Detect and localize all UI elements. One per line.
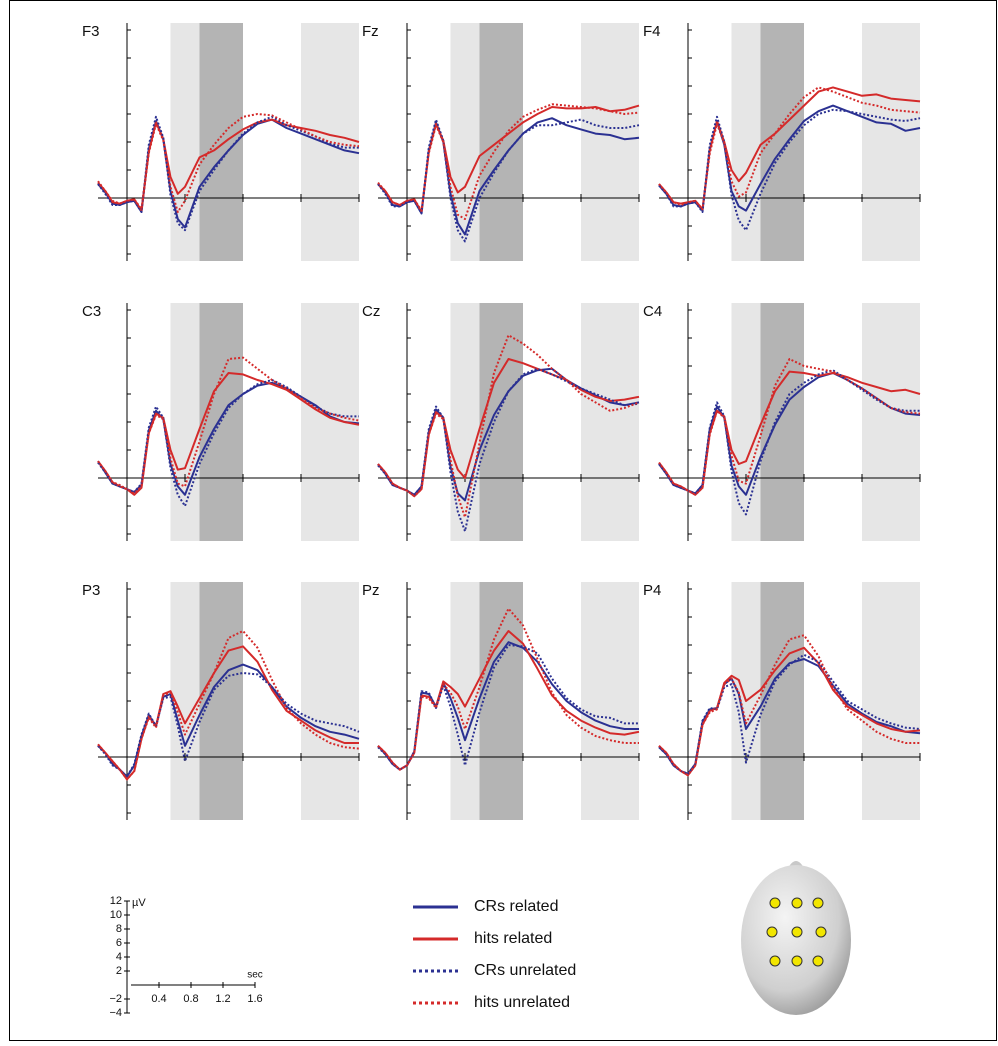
- panel-title: Fz: [362, 23, 379, 40]
- panel: F3: [82, 23, 360, 261]
- erp-line: [377, 334, 640, 519]
- time-window: [862, 582, 920, 820]
- erp-line: [658, 358, 921, 496]
- time-window: [170, 23, 200, 261]
- legend: CRs related hits related CRs unrelated hits…: [413, 898, 576, 1011]
- erp-line: [658, 634, 920, 777]
- erp-line: [377, 118, 640, 243]
- time-window: [862, 303, 920, 541]
- legend-label: hits related: [474, 930, 552, 947]
- scale-x-label: 0.4: [151, 993, 166, 1005]
- scale-x-label: 1.6: [247, 993, 262, 1005]
- panel: Cz: [362, 303, 640, 541]
- time-window: [581, 582, 639, 820]
- scale-y-label: 2: [116, 965, 122, 977]
- scale-y-label: 8: [116, 923, 122, 935]
- time-window: [450, 303, 480, 541]
- erp-line: [97, 118, 360, 212]
- time-window: [731, 303, 761, 541]
- panel: Fz: [362, 23, 640, 261]
- panel-title: Pz: [362, 582, 380, 599]
- legend-label: CRs related: [474, 898, 558, 915]
- time-window: [760, 23, 804, 261]
- panel: P3: [82, 582, 360, 820]
- scale-x-label: 0.8: [183, 993, 198, 1005]
- panel-title: Cz: [362, 303, 380, 320]
- panel-title: F3: [82, 23, 100, 40]
- erp-line: [97, 630, 360, 781]
- scale-y-label: −4: [109, 1007, 122, 1019]
- erp-line: [658, 86, 921, 211]
- panel: Pz: [362, 582, 640, 820]
- erp-line: [658, 86, 921, 211]
- time-window: [581, 303, 639, 541]
- erp-line: [97, 115, 359, 232]
- time-window: [199, 303, 243, 541]
- legend-label: CRs unrelated: [474, 962, 576, 979]
- legend-label: hits unrelated: [474, 994, 570, 1011]
- scale-y-label: 10: [110, 909, 122, 921]
- time-window: [479, 303, 523, 541]
- scale-y-label: −2: [109, 993, 122, 1005]
- time-window: [450, 23, 480, 261]
- scale-y-label: 4: [116, 951, 122, 963]
- erp-line: [377, 607, 639, 771]
- time-window: [581, 23, 639, 261]
- erp-line: [658, 653, 921, 775]
- scale-x-unit: sec: [247, 970, 263, 981]
- panel-title: C3: [82, 303, 101, 320]
- erp-line: [97, 356, 360, 495]
- electrodes: [766, 897, 827, 967]
- time-window: [479, 582, 523, 820]
- panel: F4: [643, 23, 921, 261]
- erp-line: [658, 108, 921, 232]
- head: [741, 865, 851, 1015]
- erp-line: [97, 113, 360, 213]
- panel: P4: [643, 582, 921, 820]
- time-window: [301, 582, 359, 820]
- time-window: [760, 582, 804, 820]
- erp-line: [377, 117, 640, 236]
- time-window: [862, 23, 920, 261]
- panel-title: C4: [643, 303, 662, 320]
- head-map: [741, 861, 851, 1015]
- scale-y-label: 6: [116, 937, 122, 949]
- panel-title: F4: [643, 23, 661, 40]
- panel-title: P4: [643, 582, 661, 599]
- panel: C4: [643, 303, 921, 541]
- scale-x-label: 1.2: [215, 993, 230, 1005]
- time-window: [731, 23, 761, 261]
- erp-line: [97, 672, 360, 778]
- panel: C3: [82, 303, 360, 541]
- erp-line: [377, 103, 640, 220]
- panel-title: P3: [82, 582, 100, 599]
- scale-inset: −4 −2 2 4 6 8 10 12 0.4 0.8 1.2 1.6 µV sec: [109, 895, 262, 1019]
- time-window: [760, 303, 804, 541]
- scale-y-label: 12: [110, 895, 122, 907]
- erp-line: [97, 663, 360, 778]
- time-window: [170, 303, 200, 541]
- scale-y-unit: µV: [132, 897, 146, 909]
